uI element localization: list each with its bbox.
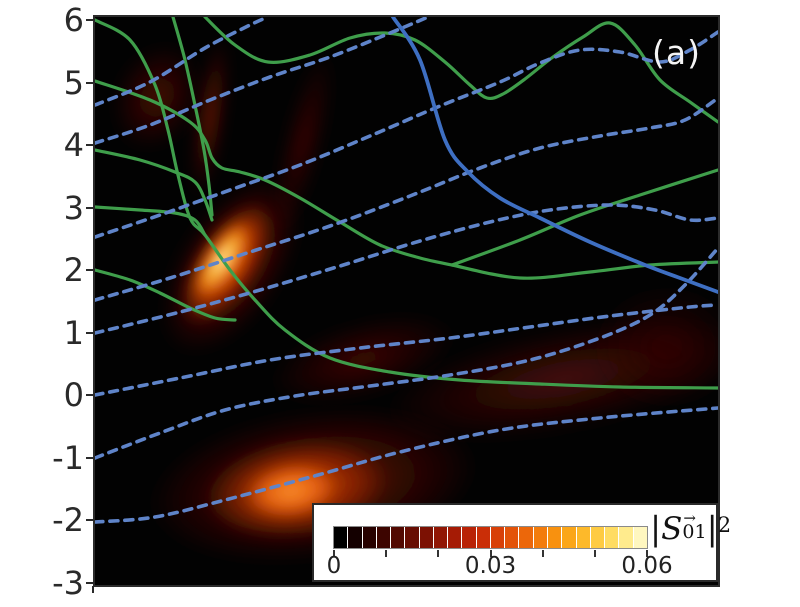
y-tick-mark <box>86 144 95 146</box>
heatmap-plot-canvas <box>95 17 718 585</box>
colorbar-label: | S → 01 | 2 <box>650 506 731 552</box>
y-tick-mark <box>86 394 95 396</box>
colorbar-segment <box>448 527 462 548</box>
colorbar-segment <box>590 527 605 548</box>
colorbar-segment <box>619 527 633 548</box>
green-level-curve <box>450 168 718 267</box>
green-level-curve <box>95 18 718 390</box>
green-level-curve <box>95 205 207 237</box>
y-tick-label: 1 <box>63 313 84 352</box>
colorbar-segment <box>533 527 547 548</box>
colorbar-inset: 0 0.03 0.06 | S → 01 | 2 <box>312 503 731 582</box>
colorbar-tick-label: 0 <box>326 553 342 579</box>
hotspot-right-mid-glow <box>592 285 718 409</box>
colorbar-segment <box>505 527 519 548</box>
blue-dashed-level-curve <box>95 303 718 397</box>
blue-dashed-level-curve <box>95 17 430 145</box>
colorbar-segment <box>519 527 533 548</box>
blue-solid-level-curve <box>391 17 718 294</box>
colorbar-tick-mark <box>385 550 388 557</box>
green-level-curve <box>203 17 718 124</box>
colorbar-label-close-bar: | <box>706 509 718 548</box>
y-tick-mark <box>86 269 95 271</box>
y-tick-mark <box>86 81 95 84</box>
hotspot-upper-band-a <box>191 37 229 197</box>
colorbar-segment <box>576 527 590 548</box>
colorbar-tick-label: 0.06 <box>621 553 673 579</box>
blue-dashed-level-curve <box>95 406 718 524</box>
colorbar-tick-mark <box>593 550 596 557</box>
colorbar-segment <box>433 527 448 548</box>
colorbar-tick-mark <box>437 550 440 557</box>
y-tick-mark <box>86 19 95 21</box>
y-tick-label: -3 <box>52 563 84 602</box>
y-tick-label: 6 <box>63 1 84 39</box>
blue-dashed-level-curve <box>95 246 718 460</box>
colorbar-segment <box>362 527 376 548</box>
colorbar-gradient-bar <box>333 526 648 549</box>
colorbar-label-exponent: 2 <box>717 513 732 537</box>
blue-dashed-level-curve <box>95 203 718 335</box>
colorbar-segment <box>462 527 476 548</box>
colorbar-label-symbol: S <box>661 511 683 547</box>
colorbar-segment <box>348 527 362 548</box>
colorbar-tick-label: 0.03 <box>464 553 517 579</box>
y-tick-mark <box>86 456 95 459</box>
colorbar-tick-mark <box>333 550 335 557</box>
blue-dashed-level-curve <box>95 96 718 302</box>
colorbar-segment <box>405 527 419 548</box>
y-tick-mark <box>86 519 95 521</box>
green-level-curve <box>95 79 454 267</box>
colorbar-segment <box>490 527 505 548</box>
x-axis-tick <box>92 586 94 593</box>
y-tick-label: -2 <box>52 501 84 539</box>
green-level-curve <box>95 268 237 322</box>
y-tick-label: 3 <box>63 188 84 227</box>
level-curves <box>95 17 718 524</box>
y-tick-label: -1 <box>52 438 84 477</box>
y-tick-label: 4 <box>63 126 84 164</box>
y-tick-mark <box>86 206 95 209</box>
vector-arrow-icon: → <box>683 509 696 527</box>
panel-label: (a) <box>652 33 701 72</box>
y-tick-mark <box>86 331 95 334</box>
colorbar-tick-mark <box>541 550 544 557</box>
colorbar-segment <box>562 527 576 548</box>
colorbar-segment <box>391 527 405 548</box>
colorbar-segment <box>476 527 490 548</box>
colorbar-segment <box>633 527 647 548</box>
colorbar-label-open-bar: | <box>650 509 662 548</box>
green-level-curve <box>450 260 718 280</box>
hotspot-top-left-glow <box>112 44 202 150</box>
y-tick-label: 5 <box>63 63 84 102</box>
colorbar-label-subscript: → 01 <box>682 509 707 543</box>
colorbar-segment <box>419 527 433 548</box>
colorbar-segment <box>605 527 619 548</box>
colorbar-tick-mark <box>489 550 492 557</box>
colorbar-segment <box>334 527 348 548</box>
blue-dashed-level-curve <box>95 17 270 107</box>
colorbar-label-subscript-text: 01 <box>682 521 707 543</box>
green-level-curve <box>171 17 214 217</box>
y-tick-label: 0 <box>63 376 84 414</box>
colorbar-segment <box>376 527 391 548</box>
y-tick-mark <box>86 581 95 584</box>
colorbar-segment <box>547 527 562 548</box>
blue-dashed-level-curve <box>95 30 718 239</box>
y-tick-label: 2 <box>63 251 84 289</box>
colorbar-tick-mark <box>646 550 648 557</box>
green-level-curve <box>95 148 214 222</box>
